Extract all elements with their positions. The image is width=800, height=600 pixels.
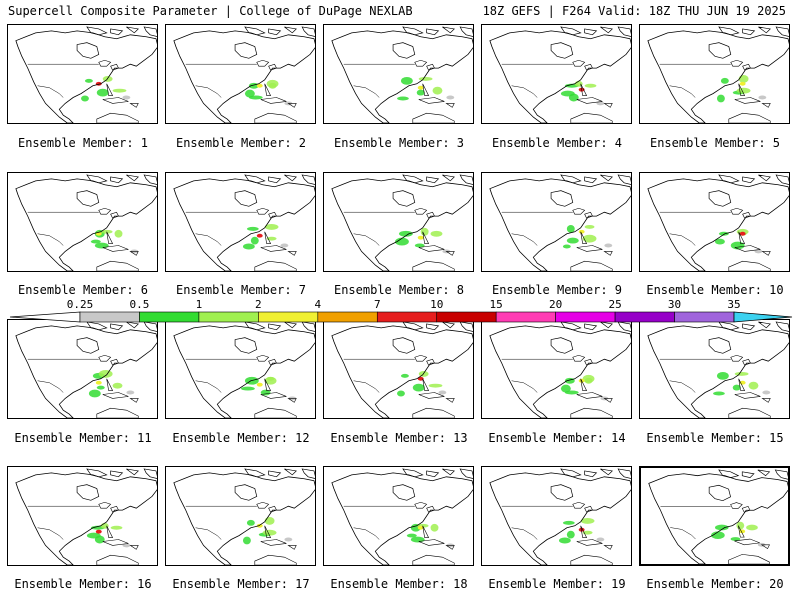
- ensemble-member-label: Ensemble Member: 17: [172, 577, 310, 591]
- colorbar-segment: [555, 311, 616, 323]
- ensemble-member-label: Ensemble Member: 13: [330, 431, 468, 445]
- colorbar-segment: [198, 311, 259, 323]
- map-title: Supercell Composite Parameter | College …: [8, 4, 413, 18]
- colorbar-tick-label: 20: [549, 298, 562, 311]
- colorbar-tick-label: 4: [315, 298, 322, 311]
- ensemble-member-map: [481, 24, 632, 124]
- colorbar-segment: [674, 311, 735, 323]
- ensemble-member-map: [481, 319, 632, 419]
- colorbar-tick-label: 30: [668, 298, 681, 311]
- ensemble-member-label: Ensemble Member: 3: [333, 136, 465, 150]
- ensemble-member-label: Ensemble Member: 8: [333, 283, 465, 297]
- colorbar-right-arrow: [733, 311, 793, 323]
- ensemble-member-map: [639, 24, 790, 124]
- ensemble-member-map: [323, 319, 474, 419]
- ensemble-member-label: Ensemble Member: 16: [14, 577, 152, 591]
- colorbar-segment: [139, 311, 200, 323]
- colorbar-legend: 0.25 0.5 1 2 4 7 10 15 20 25 30 35: [9, 298, 793, 323]
- colorbar-tick-label: 0.25: [67, 298, 94, 311]
- colorbar-tick-label: 10: [430, 298, 443, 311]
- colorbar-tick-label: 15: [490, 298, 503, 311]
- ensemble-member-label: Ensemble Member: 12: [172, 431, 310, 445]
- ensemble-member-label: Ensemble Member: 18: [330, 577, 468, 591]
- ensemble-member-map: [7, 24, 158, 124]
- colorbar-segment: [317, 311, 378, 323]
- ensemble-member-map: [639, 466, 790, 566]
- ensemble-member-map: [481, 466, 632, 566]
- colorbar-tick-label: 1: [196, 298, 203, 311]
- colorbar-segment: [436, 311, 497, 323]
- ensemble-member-map: [323, 172, 474, 272]
- colorbar-segment: [79, 311, 140, 323]
- ensemble-member-map: [7, 319, 158, 419]
- ensemble-member-label: Ensemble Member: 15: [646, 431, 784, 445]
- ensemble-member-map: [165, 319, 316, 419]
- ensemble-member-label: Ensemble Member: 5: [649, 136, 781, 150]
- ensemble-member-map: [7, 172, 158, 272]
- ensemble-member-label: Ensemble Member: 7: [175, 283, 307, 297]
- colorbar-segment: [376, 311, 438, 323]
- colorbar-tick-label: 25: [608, 298, 621, 311]
- ensemble-member-label: Ensemble Member: 2: [175, 136, 307, 150]
- ensemble-member-label: Ensemble Member: 6: [17, 283, 149, 297]
- ensemble-member-label: Ensemble Member: 11: [14, 431, 152, 445]
- ensemble-member-map: [323, 466, 474, 566]
- ensemble-member-label: Ensemble Member: 10: [646, 283, 784, 297]
- colorbar-tick-label: 35: [727, 298, 740, 311]
- ensemble-member-map: [639, 319, 790, 419]
- ensemble-member-map: [7, 466, 158, 566]
- ensemble-member-map: [323, 24, 474, 124]
- ensemble-member-label: Ensemble Member: 20: [646, 577, 784, 591]
- colorbar-tick-label: 2: [255, 298, 262, 311]
- colorbar-segment: [614, 311, 675, 323]
- colorbar-left-arrow: [9, 311, 81, 323]
- ensemble-member-label: Ensemble Member: 4: [491, 136, 623, 150]
- ensemble-member-map: [639, 172, 790, 272]
- colorbar-segment: [495, 311, 556, 323]
- ensemble-member-label: Ensemble Member: 1: [17, 136, 149, 150]
- ensemble-member-label: Ensemble Member: 19: [488, 577, 626, 591]
- ensemble-member-label: Ensemble Member: 14: [488, 431, 626, 445]
- ensemble-member-map: [165, 24, 316, 124]
- run-info: 18Z GEFS | F264 Valid: 18Z THU JUN 19 20…: [482, 4, 786, 18]
- colorbar-segment: [258, 311, 319, 323]
- ensemble-member-map: [481, 172, 632, 272]
- colorbar-tick-label: 7: [374, 298, 381, 311]
- ensemble-member-map: [165, 172, 316, 272]
- ensemble-member-map: [165, 466, 316, 566]
- ensemble-member-label: Ensemble Member: 9: [491, 283, 623, 297]
- colorbar-tick-label: 0.5: [130, 298, 150, 311]
